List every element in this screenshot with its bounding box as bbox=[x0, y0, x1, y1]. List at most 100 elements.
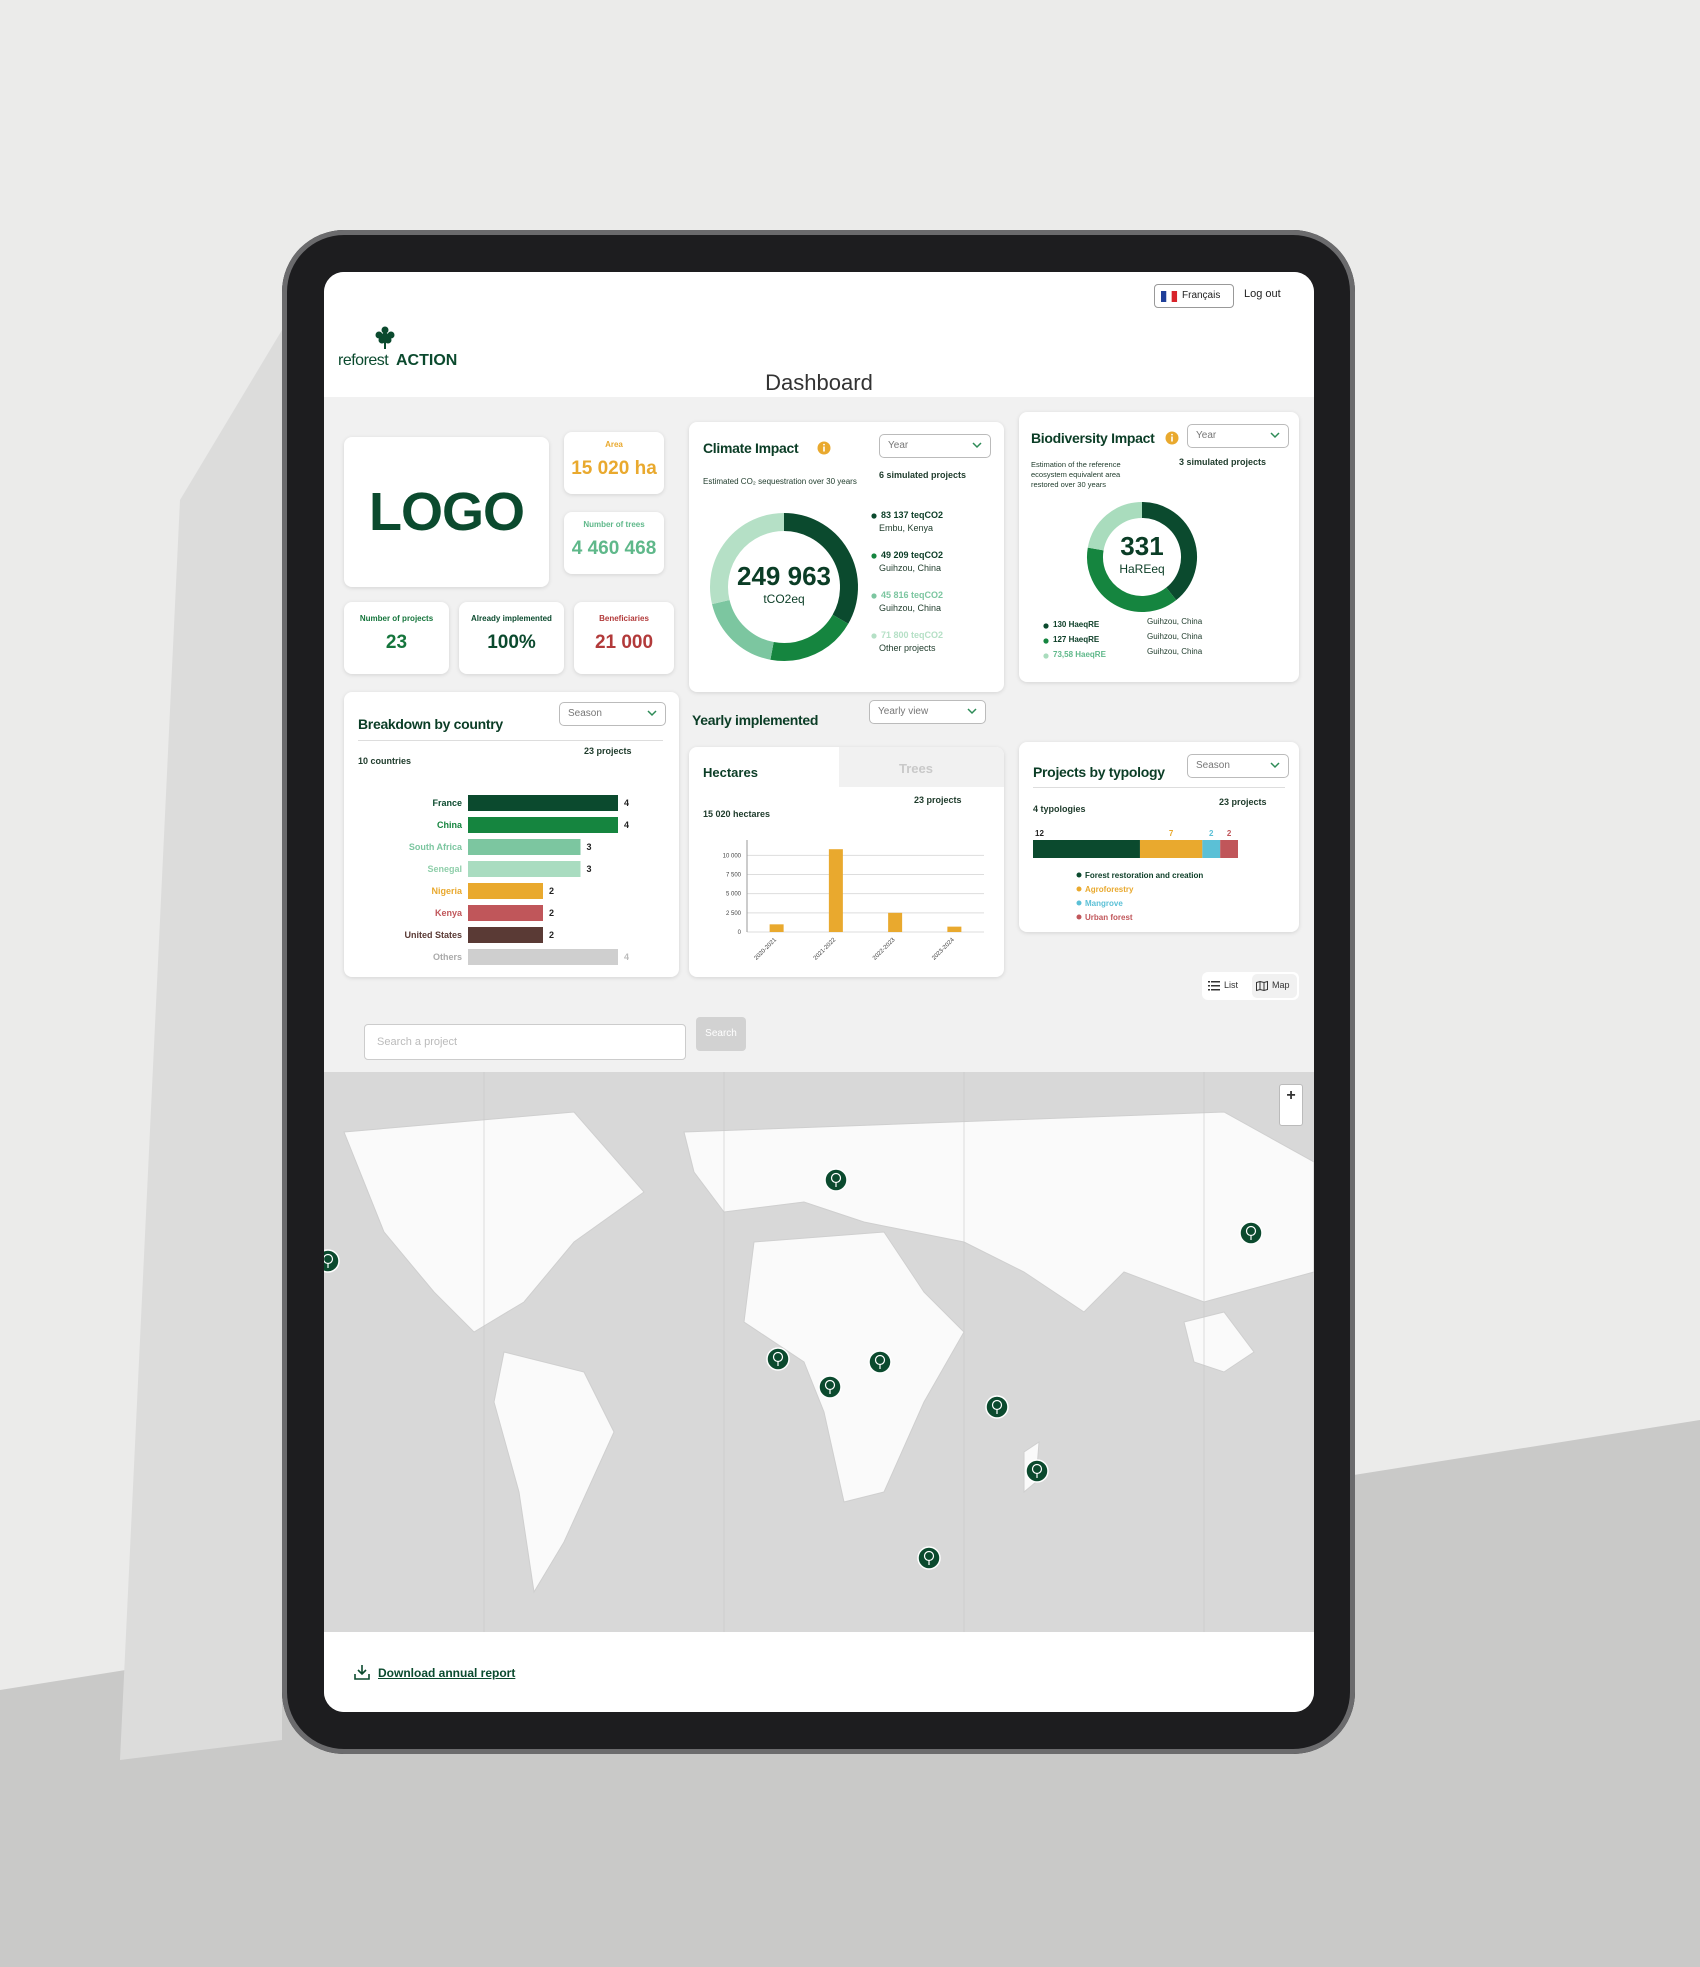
chevron bbox=[1270, 762, 1280, 769]
select[interactable]: Year bbox=[1187, 424, 1289, 448]
kpi-label: Number of trees bbox=[583, 520, 645, 529]
toggle-icon bbox=[1256, 980, 1268, 992]
map-marker[interactable] bbox=[824, 1168, 848, 1192]
typology-value: 7 bbox=[1169, 829, 1174, 838]
x-tick-label: 2023-2024 bbox=[931, 937, 956, 962]
map-marker[interactable] bbox=[818, 1375, 842, 1399]
country-label: France bbox=[432, 798, 462, 808]
donut-segment bbox=[712, 599, 775, 660]
info-icon bbox=[1165, 431, 1179, 445]
select[interactable]: Season bbox=[559, 702, 666, 726]
toggle-label: List bbox=[1224, 980, 1239, 990]
select[interactable]: Yearly view bbox=[869, 700, 986, 724]
select-label: Season bbox=[1196, 760, 1230, 771]
legend-dot-circle bbox=[871, 553, 877, 559]
select-label: Year bbox=[1196, 430, 1217, 441]
map-icon bbox=[1256, 980, 1268, 992]
kpi-card: Number of projects 23 bbox=[344, 602, 449, 674]
toggle-button[interactable]: List bbox=[1204, 974, 1249, 998]
search-input[interactable]: Search a project bbox=[364, 1024, 686, 1060]
kpi-card: Beneficiaries 21 000 bbox=[574, 602, 674, 674]
kpi-card: Area 15 020 ha bbox=[564, 432, 664, 494]
card-text: Guihzou, China bbox=[879, 603, 942, 613]
donut-segment bbox=[1087, 547, 1177, 612]
legend-label: Urban forest bbox=[1085, 913, 1133, 922]
map-marker[interactable] bbox=[324, 1249, 340, 1273]
continent bbox=[743, 1231, 965, 1503]
country-value: 3 bbox=[587, 842, 592, 852]
marker-circle bbox=[1239, 1221, 1263, 1245]
legend-dot bbox=[1043, 638, 1049, 644]
map-marker[interactable] bbox=[1025, 1459, 1049, 1483]
marker-circle bbox=[766, 1347, 790, 1371]
chevron bbox=[967, 708, 977, 715]
brand-tree bbox=[375, 326, 395, 349]
typology-segment bbox=[1202, 840, 1221, 858]
typology-value: 2 bbox=[1227, 829, 1232, 838]
country-value: 4 bbox=[624, 952, 629, 962]
info-dot bbox=[823, 443, 825, 446]
map-marker[interactable] bbox=[868, 1350, 892, 1374]
card-text: 10 countries bbox=[358, 756, 412, 766]
climate-card: Climate Impact Year Estimated CO₂ sequestr… bbox=[689, 422, 1004, 692]
download-arrow bbox=[354, 1665, 370, 1680]
language-button[interactable]: Français bbox=[1154, 284, 1234, 308]
logout-button[interactable]: Log out bbox=[1244, 288, 1281, 300]
legend-dot bbox=[871, 593, 877, 599]
legend-dot bbox=[871, 513, 877, 519]
legend-label: Forest restoration and creation bbox=[1085, 871, 1203, 880]
search-button[interactable]: Search bbox=[696, 1017, 746, 1051]
toggle-button[interactable]: Map bbox=[1252, 974, 1297, 998]
country-label: United States bbox=[404, 930, 462, 940]
map-marker[interactable] bbox=[766, 1347, 790, 1371]
map-marker[interactable] bbox=[985, 1395, 1009, 1419]
country-value: 4 bbox=[624, 798, 629, 808]
card-text: 45 816 teqCO2 bbox=[881, 590, 944, 600]
country-bar bbox=[468, 905, 543, 921]
brand-trunk bbox=[384, 340, 386, 349]
toggle-icon bbox=[1208, 981, 1220, 991]
zoom-in[interactable]: + bbox=[1286, 1087, 1296, 1104]
card-title: Climate Impact bbox=[703, 440, 799, 456]
typology-value: 2 bbox=[1209, 829, 1214, 838]
select[interactable]: Season bbox=[1187, 754, 1289, 778]
country-bar bbox=[468, 795, 618, 811]
kpi-label: Beneficiaries bbox=[599, 614, 649, 623]
donut-segment bbox=[1141, 502, 1197, 601]
marker-circle bbox=[1025, 1459, 1049, 1483]
card-text: Embu, Kenya bbox=[879, 523, 934, 533]
tab-label[interactable]: Trees bbox=[899, 761, 933, 776]
card-text: 15 020 hectares bbox=[703, 809, 771, 819]
screen: Français Log out reforest ACTION Dashboard LO… bbox=[324, 272, 1314, 1712]
map bbox=[324, 1072, 1314, 1632]
brand-leaf bbox=[381, 326, 389, 334]
country-bar bbox=[468, 927, 543, 943]
legend-dot-circle bbox=[871, 593, 877, 599]
info-dot bbox=[1171, 433, 1173, 436]
y-tick-label: 0 bbox=[738, 930, 742, 936]
select[interactable]: Year bbox=[879, 434, 991, 458]
map-marker[interactable] bbox=[1239, 1221, 1263, 1245]
x-tick-label: 2022-2023 bbox=[872, 937, 897, 962]
flag bbox=[1161, 291, 1178, 302]
select-label: Season bbox=[568, 708, 602, 719]
marker-circle bbox=[868, 1350, 892, 1374]
chevron bbox=[1270, 432, 1280, 439]
card-title: Biodiversity Impact bbox=[1031, 430, 1155, 446]
card-text: 23 projects bbox=[914, 795, 962, 805]
card-text: 4 typologies bbox=[1033, 804, 1086, 814]
map-marker[interactable] bbox=[917, 1546, 941, 1570]
tab-active[interactable]: Hectares bbox=[703, 765, 758, 780]
footer-bar bbox=[324, 1632, 1314, 1712]
shadow bbox=[120, 330, 282, 1760]
card-text: 3 simulated projects bbox=[1179, 457, 1267, 467]
card-text: 23 projects bbox=[584, 746, 632, 756]
donut-unit: HaREeq bbox=[1119, 562, 1164, 576]
flag-stripe bbox=[1171, 291, 1178, 302]
list-line bbox=[1211, 981, 1220, 983]
country-value: 2 bbox=[549, 886, 554, 896]
download-link[interactable]: Download annual report bbox=[378, 1666, 516, 1680]
card-title: Breakdown by country bbox=[358, 716, 503, 732]
